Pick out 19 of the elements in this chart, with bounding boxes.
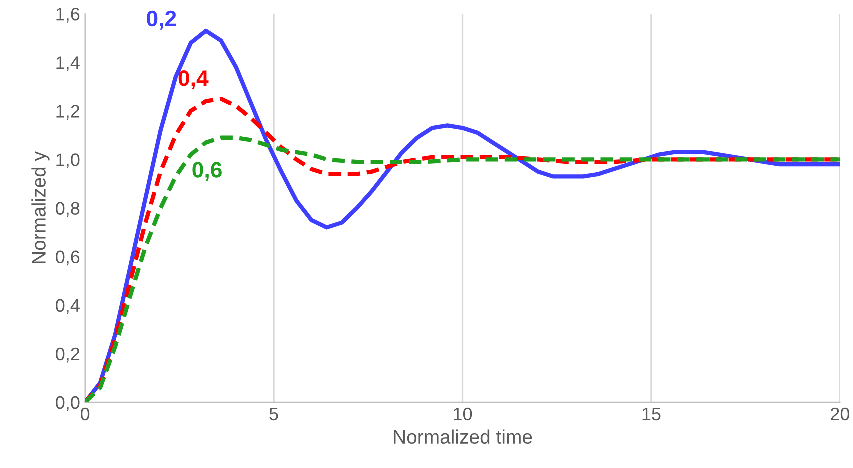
x-tick-label: 0 xyxy=(80,408,90,421)
y-tick-label: 0,6 xyxy=(56,250,80,266)
x-tick-label: 20 xyxy=(831,408,850,421)
y-tick-label: 1,6 xyxy=(56,8,80,23)
x-axis-title: Normalized time xyxy=(394,430,532,444)
series-label: 0,6 xyxy=(192,162,222,182)
x-tick-label: 5 xyxy=(270,408,278,421)
y-tick-label: 1,0 xyxy=(56,154,80,169)
x-tick-label: 10 xyxy=(454,408,472,421)
series-label: 0,4 xyxy=(178,70,209,90)
y-tick-label: 1,4 xyxy=(56,56,80,72)
series-label: 0,2 xyxy=(147,10,176,30)
y-tick-label: 0,0 xyxy=(56,396,80,412)
y-tick-label: 0,8 xyxy=(56,202,80,218)
y-axis-title: Normalized y xyxy=(32,152,50,264)
y-tick-label: 0,2 xyxy=(56,348,80,363)
y-tick-label: 0,4 xyxy=(56,299,80,314)
x-tick-label: 15 xyxy=(642,408,661,421)
y-tick-label: 1,2 xyxy=(56,105,80,120)
